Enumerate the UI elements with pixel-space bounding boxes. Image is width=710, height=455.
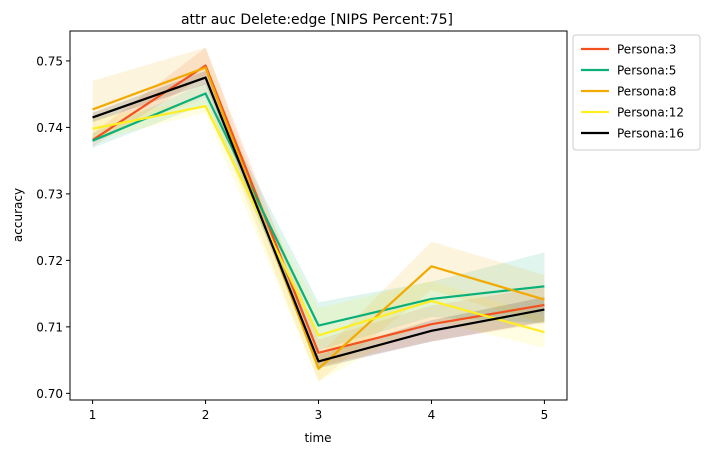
- band-persona-12: [92, 99, 545, 382]
- x-axis: 1 2 3 4 5: [89, 400, 548, 422]
- legend-label-persona-3: Persona:3: [617, 43, 676, 57]
- y-tick-label-2: 0.72: [36, 254, 63, 268]
- legend-label-persona-16: Persona:16: [617, 127, 684, 141]
- y-tick-label-3: 0.73: [36, 187, 63, 201]
- x-axis-label: time: [304, 431, 331, 445]
- legend-frame: [572, 34, 701, 151]
- legend-label-persona-5: Persona:5: [617, 64, 676, 78]
- x-tick-label-3: 3: [315, 408, 323, 422]
- x-tick-label-5: 5: [541, 408, 549, 422]
- legend-label-persona-8: Persona:8: [617, 85, 676, 99]
- legend-label-persona-12: Persona:12: [617, 106, 684, 120]
- y-axis-label: accuracy: [11, 188, 25, 242]
- chart-title: attr auc Delete:edge [NIPS Percent:75]: [181, 12, 453, 28]
- y-tick-label-0: 0.70: [36, 387, 63, 401]
- band-persona-5: [92, 82, 545, 351]
- y-axis: 0.70 0.71 0.72 0.73 0.74 0.75: [36, 54, 70, 401]
- x-tick-label-4: 4: [428, 408, 436, 422]
- y-tick-label-5: 0.75: [36, 54, 63, 68]
- y-tick-label-1: 0.71: [36, 320, 63, 334]
- x-tick-label-1: 1: [89, 408, 97, 422]
- x-tick-label-2: 2: [202, 408, 210, 422]
- confidence-bands: [92, 47, 545, 382]
- band-persona-8: [92, 47, 545, 382]
- series-lines: [91, 64, 545, 370]
- y-tick-label-4: 0.74: [36, 121, 63, 135]
- legend: Persona:3 Persona:5 Persona:8 Persona:12 Per…: [572, 34, 701, 151]
